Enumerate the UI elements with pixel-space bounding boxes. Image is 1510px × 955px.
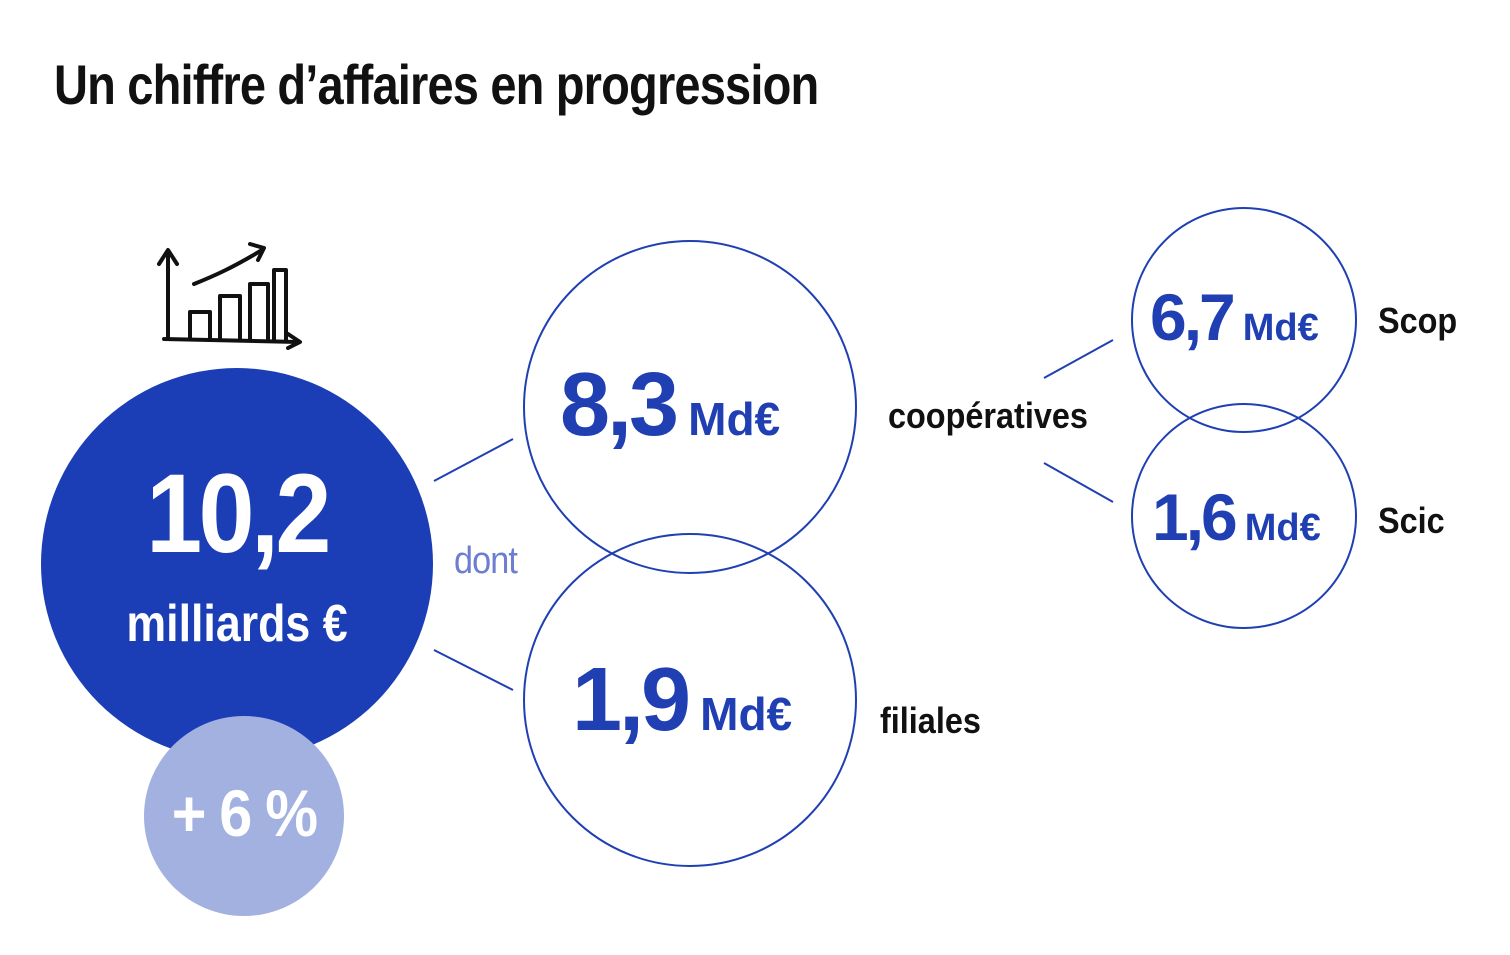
connector-word: dont [454,540,518,582]
scic-label: Scic [1378,500,1445,541]
cooperatives-amount: 8,3 Md€ [560,360,780,450]
filiales-label: filiales [880,700,981,741]
total-revenue-value: 10,2 [146,451,331,576]
connector-coops-to-scop [1043,339,1114,379]
filiales-circle [523,533,857,867]
scop-unit: Md€ [1242,307,1319,349]
page-title: Un chiffre d’affaires en progression [54,53,819,116]
growth-circle [144,716,344,916]
connector-total-to-coops [433,438,514,482]
connector-coops-to-scic [1043,462,1114,503]
filiales-amount: 1,9 Md€ [572,655,792,745]
growth-chart-icon [157,242,302,350]
total-revenue-unit: milliards € [126,595,348,653]
scop-label: Scop [1378,300,1458,341]
cooperatives-label: coopératives [888,395,1088,436]
scop-amount: 6,7 Md€ [1150,284,1319,350]
cooperatives-unit: Md€ [688,393,781,445]
total-revenue-circle [41,368,433,760]
scic-value: 1,6 [1152,480,1238,554]
connector-total-to-filiales [433,649,514,691]
growth-value: + 6 % [171,776,318,850]
cooperatives-value: 8,3 [560,355,679,455]
scic-unit: Md€ [1244,507,1321,549]
filiales-unit: Md€ [700,688,793,740]
scic-amount: 1,6 Md€ [1152,484,1321,550]
scic-circle [1131,403,1357,629]
scop-value: 6,7 [1150,280,1236,354]
filiales-value: 1,9 [572,650,691,750]
